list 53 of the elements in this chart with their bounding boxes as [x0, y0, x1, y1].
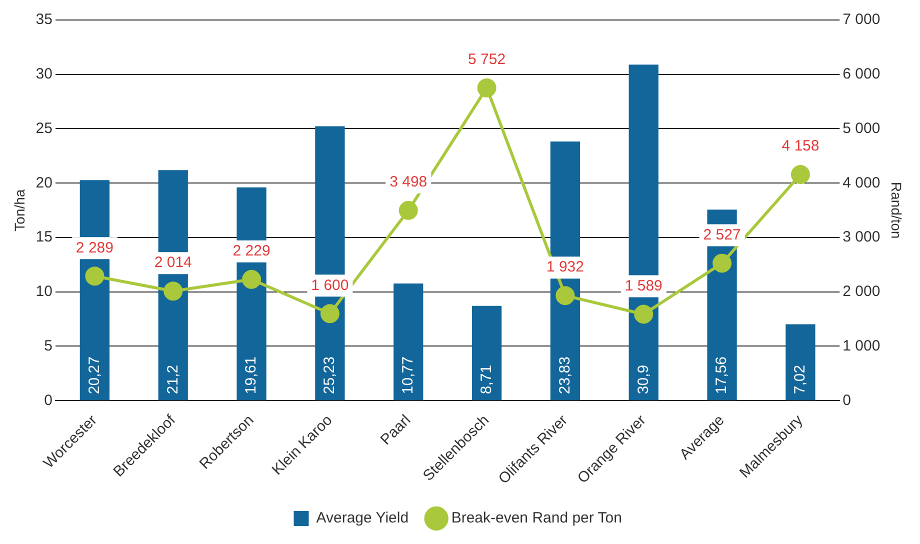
- y-tick-label: 5: [44, 337, 52, 354]
- y2-tick-label: 0: [842, 392, 852, 409]
- bar: [472, 306, 502, 400]
- data-label: 7,02: [792, 364, 809, 394]
- data-label: 20,27: [86, 356, 103, 394]
- point: [634, 304, 654, 324]
- data-label: 21,2: [164, 364, 182, 394]
- legend-label: Average Yield: [316, 510, 409, 527]
- y-tick-label: 25: [36, 120, 52, 137]
- y-tick-label: 15: [36, 228, 52, 246]
- point: [477, 78, 496, 98]
- data-label: 1 932: [546, 258, 584, 276]
- bar: [786, 324, 816, 400]
- y2-tick-label: 5 000: [842, 120, 880, 137]
- data-label: 8,71: [478, 364, 495, 394]
- data-label: 25,23: [321, 356, 338, 394]
- y-axis-title: Ton/ha: [11, 189, 28, 232]
- y2-tick-label: 7 000: [842, 11, 880, 28]
- data-label: 2 289: [76, 239, 114, 256]
- data-label: 4 158: [782, 138, 820, 155]
- data-label: 2 229: [232, 242, 270, 260]
- y-tick-label: 30: [36, 66, 52, 83]
- y2-tick-label: 1 000: [842, 337, 880, 354]
- point: [242, 270, 262, 289]
- point: [85, 266, 104, 286]
- point: [398, 200, 418, 220]
- y2-tick-label: 6 000: [842, 66, 880, 83]
- bar: [394, 283, 424, 400]
- data-label: 10,77: [400, 356, 417, 394]
- data-label: 30,9: [634, 364, 652, 394]
- y-tick-label: 0: [44, 392, 52, 409]
- data-label: 19,61: [242, 356, 260, 394]
- point: [712, 254, 732, 273]
- data-label: 3 498: [390, 174, 428, 191]
- point: [556, 286, 575, 306]
- data-label: 23,83: [556, 356, 574, 394]
- legend-label: Break-even Rand per Ton: [451, 510, 622, 527]
- y2-tick-label: 3 000: [842, 228, 880, 246]
- data-label: 2 014: [154, 254, 192, 272]
- data-label: 5 752: [468, 51, 506, 68]
- y-tick-label: 35: [36, 11, 52, 28]
- point: [320, 304, 340, 324]
- y-tick-label: 20: [36, 174, 52, 192]
- data-label: 1 600: [311, 276, 349, 294]
- point: [790, 165, 810, 184]
- data-label: 17,56: [713, 356, 730, 394]
- y2-axis-title: Rand/ton: [888, 182, 905, 239]
- y-tick-label: 10: [36, 283, 52, 300]
- y2-tick-label: 4 000: [842, 174, 880, 192]
- y2-tick-label: 2 000: [842, 283, 880, 300]
- data-label: 1 589: [624, 277, 662, 294]
- data-label: 2 527: [703, 226, 741, 244]
- point: [164, 282, 183, 301]
